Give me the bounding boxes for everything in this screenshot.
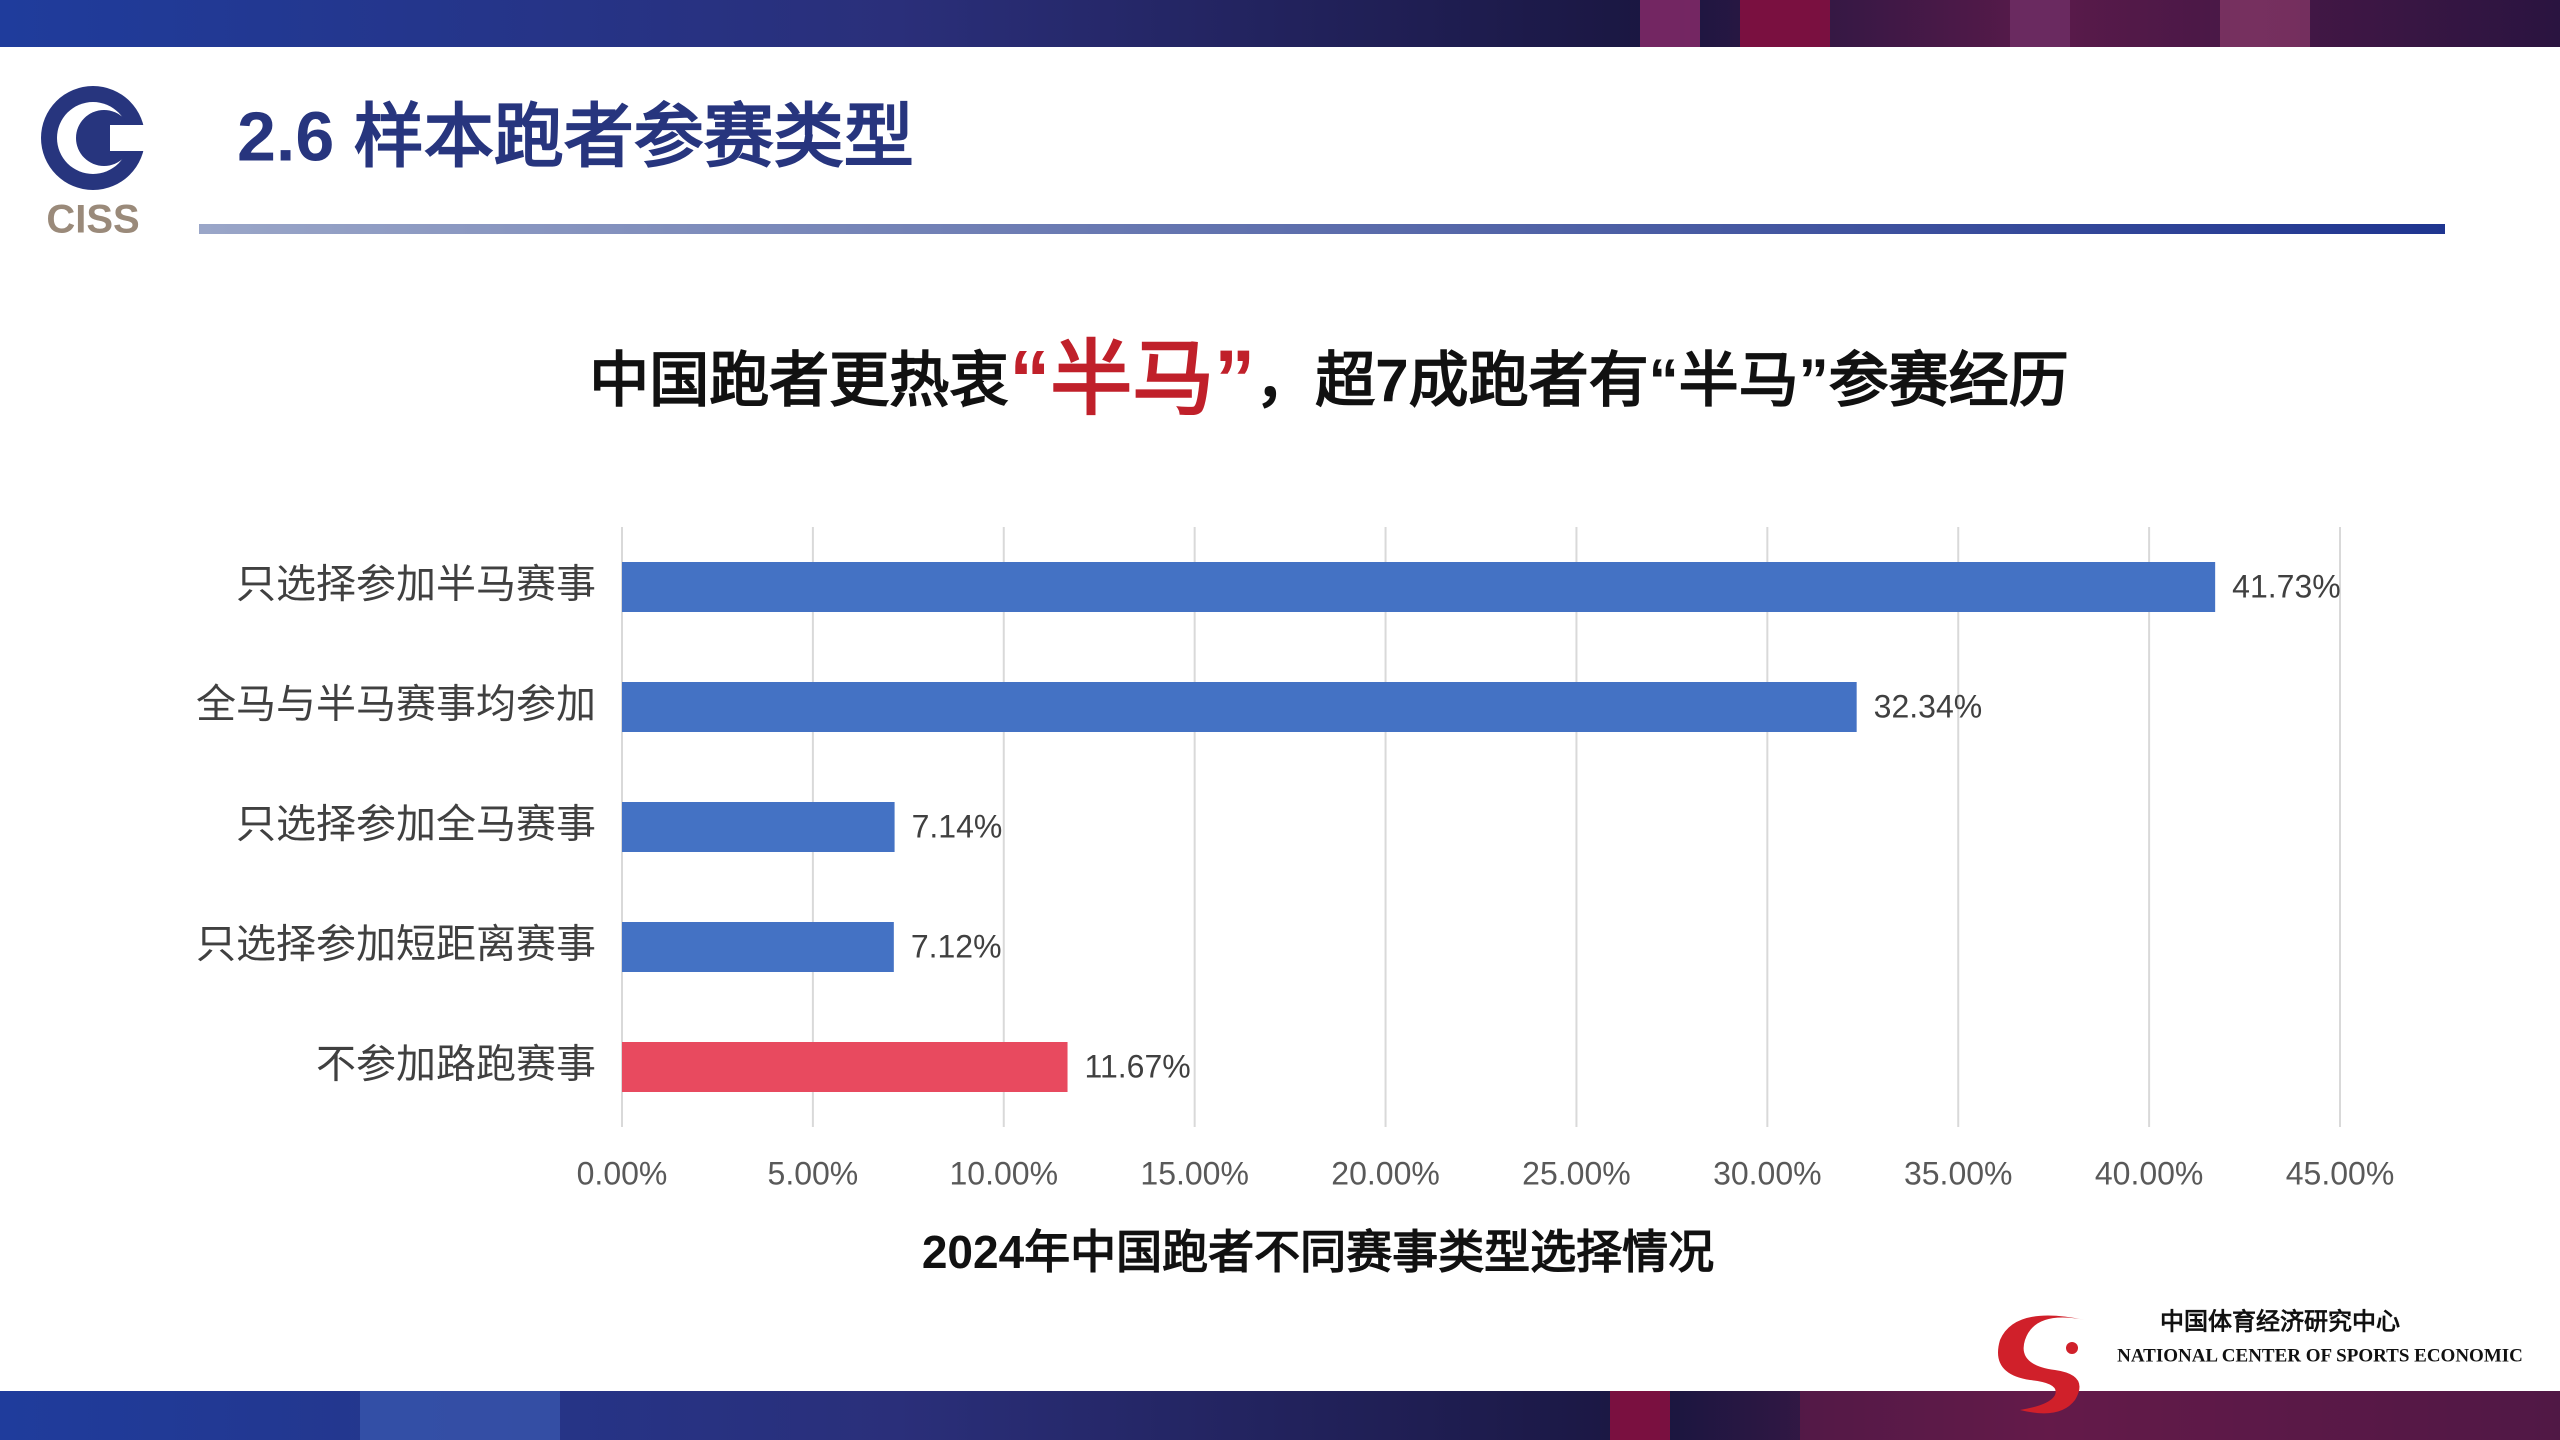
x-tick-label: 15.00% — [1140, 1155, 1249, 1191]
y-tick-label: 只选择参加短距离赛事 — [196, 923, 596, 967]
x-tick-label: 35.00% — [1904, 1155, 2013, 1191]
chart: 0.00% 5.00% 10.00% 15.00% 20.00% 25.00% 30.00%… — [196, 527, 2394, 1191]
logo-text: CISS — [46, 198, 139, 242]
value-label: 11.67% — [1085, 1048, 1191, 1084]
footer-logo — [1998, 1315, 2085, 1414]
bar — [622, 922, 894, 972]
banner-stripe — [2010, 0, 2070, 47]
banner-stripe — [2220, 0, 2310, 47]
slide-title: 2.6 样本跑者参赛类型 — [237, 97, 914, 175]
x-tick-label: 45.00% — [2286, 1155, 2395, 1191]
x-tick-label: 40.00% — [2095, 1155, 2204, 1191]
footer-org-cn: 中国体育经济研究中心 — [2160, 1308, 2400, 1336]
logo: CISS — [41, 86, 155, 242]
banner-stripe — [360, 1391, 560, 1440]
x-tick-label: 20.00% — [1331, 1155, 1440, 1191]
bar — [622, 1042, 1068, 1092]
headline-text: ，超7成跑者有“半马”参赛经历 — [1255, 347, 2068, 414]
top-banner — [0, 0, 2560, 47]
footer-org-en: NATIONAL CENTER OF SPORTS ECONOMIC — [2117, 1345, 2523, 1366]
y-tick-label: 只选择参加全马赛事 — [236, 803, 596, 847]
banner-stripe — [1800, 1391, 2560, 1440]
value-label: 41.73% — [2232, 568, 2341, 604]
x-tick-label: 25.00% — [1522, 1155, 1631, 1191]
headline-highlight: “半马” — [1009, 334, 1255, 425]
bar — [622, 682, 1857, 732]
x-tick-label: 10.00% — [950, 1155, 1059, 1191]
x-tick-label: 30.00% — [1713, 1155, 1822, 1191]
y-tick-label: 全马与半马赛事均参加 — [196, 683, 596, 727]
headline-text: 中国跑者更热衷 — [589, 347, 1009, 414]
bar — [622, 802, 895, 852]
value-label: 7.14% — [912, 808, 1003, 844]
x-tick-label: 0.00% — [577, 1155, 668, 1191]
chart-title: 2024年中国跑者不同赛事类型选择情况 — [922, 1226, 1714, 1278]
value-label: 7.12% — [911, 928, 1002, 964]
y-tick-label: 只选择参加半马赛事 — [236, 563, 596, 607]
headline: 中国跑者更热衷“半马”，超7成跑者有“半马”参赛经历 — [589, 334, 2068, 425]
divider — [199, 224, 2445, 234]
x-tick-label: 5.00% — [768, 1155, 859, 1191]
value-label: 32.34% — [1874, 688, 1983, 724]
banner-stripe — [1640, 0, 1700, 47]
bar — [622, 562, 2216, 612]
y-tick-label: 不参加路跑赛事 — [316, 1043, 596, 1087]
banner-stripe — [1610, 1391, 1670, 1440]
banner-stripe — [1740, 0, 1830, 47]
